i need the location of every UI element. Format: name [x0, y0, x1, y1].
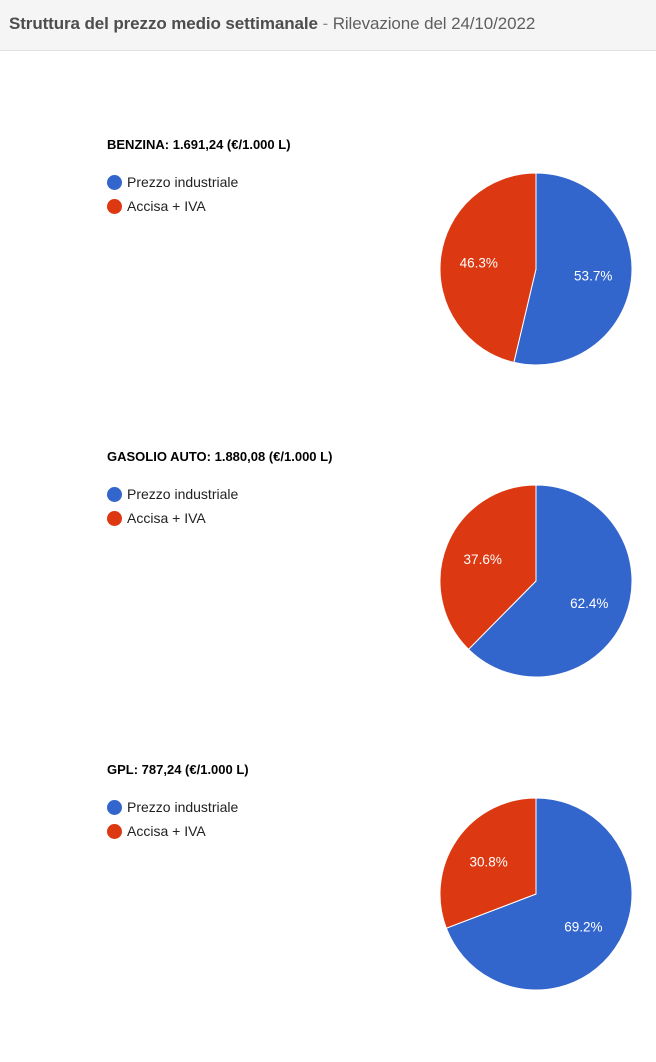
- legend-label: Prezzo industriale: [127, 486, 239, 502]
- legend-item-excise[interactable]: Accisa + IVA: [107, 197, 206, 215]
- pie-chart[interactable]: 62.4% 37.6%: [430, 475, 642, 687]
- pie-slice-excise[interactable]: [439, 797, 537, 929]
- legend-label: Prezzo industriale: [127, 174, 239, 190]
- pie-slice-industrial[interactable]: [445, 797, 633, 991]
- chart-benzina: BENZINA: 1.691,24 (€/1.000 L) Prezzo ind…: [0, 137, 656, 437]
- legend-item-excise[interactable]: Accisa + IVA: [107, 509, 206, 527]
- pie-slice-label: 69.2%: [564, 920, 602, 935]
- page-subtitle: Rilevazione del 24/10/2022: [332, 14, 536, 33]
- header-text: Struttura del prezzo medio settimanale -…: [9, 14, 535, 34]
- page-title: Struttura del prezzo medio settimanale: [9, 14, 318, 33]
- chart-title: BENZINA: 1.691,24 (€/1.000 L): [107, 137, 291, 152]
- legend-swatch: [107, 198, 122, 214]
- pie-slice-label: 30.8%: [469, 854, 507, 869]
- legend-label: Accisa + IVA: [127, 823, 206, 839]
- legend-item-excise[interactable]: Accisa + IVA: [107, 822, 206, 840]
- legend-swatch: [107, 799, 122, 815]
- legend-label: Accisa + IVA: [127, 510, 206, 526]
- chart-title: GASOLIO AUTO: 1.880,08 (€/1.000 L): [107, 449, 333, 464]
- pie-slice-label: 46.3%: [460, 255, 498, 270]
- legend-label: Prezzo industriale: [127, 799, 239, 815]
- pie-slice-label: 62.4%: [570, 596, 608, 611]
- pie-slice-excise[interactable]: [439, 484, 537, 651]
- chart-title: GPL: 787,24 (€/1.000 L): [107, 762, 249, 777]
- pie-chart[interactable]: 69.2% 30.8%: [430, 788, 642, 1000]
- pie-chart[interactable]: 53.7% 46.3%: [430, 163, 642, 375]
- chart-gpl: GPL: 787,24 (€/1.000 L) Prezzo industria…: [0, 762, 656, 1062]
- chart-gasolio: GASOLIO AUTO: 1.880,08 (€/1.000 L) Prezz…: [0, 449, 656, 749]
- header-separator: -: [317, 14, 333, 33]
- legend-item-industrial[interactable]: Prezzo industriale: [107, 173, 238, 191]
- legend-swatch: [107, 174, 122, 190]
- pie-slice-label: 53.7%: [574, 269, 612, 284]
- pie-slice-excise[interactable]: [439, 172, 537, 364]
- page-header: Struttura del prezzo medio settimanale -…: [0, 0, 656, 51]
- legend-item-industrial[interactable]: Prezzo industriale: [107, 485, 238, 503]
- legend-swatch: [107, 486, 122, 502]
- legend-item-industrial[interactable]: Prezzo industriale: [107, 798, 238, 816]
- legend-label: Accisa + IVA: [127, 198, 206, 214]
- legend-swatch: [107, 510, 122, 526]
- legend-swatch: [107, 823, 122, 839]
- pie-slice-industrial[interactable]: [513, 172, 633, 366]
- pie-slice-label: 37.6%: [464, 552, 502, 567]
- pie-slice-industrial[interactable]: [467, 484, 633, 678]
